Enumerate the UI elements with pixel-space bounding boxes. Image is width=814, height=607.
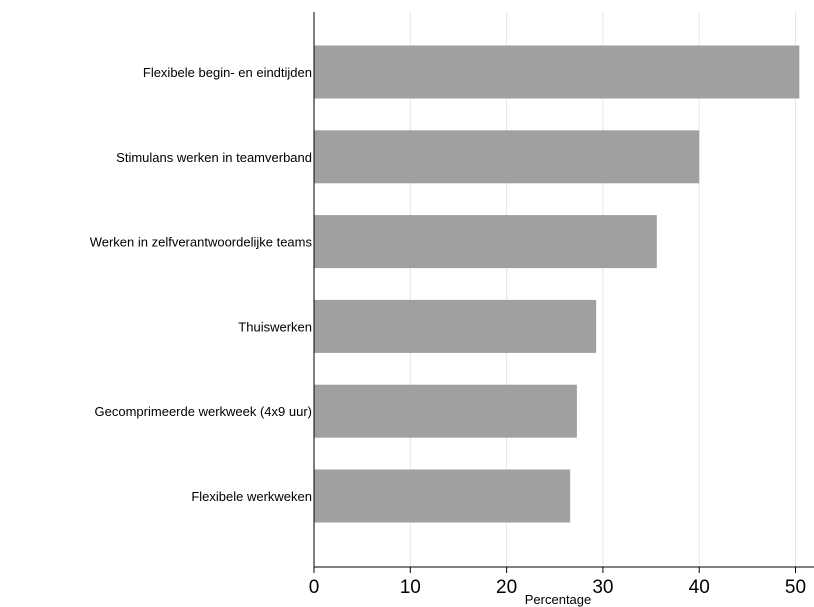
bar (314, 385, 577, 438)
bar (314, 215, 657, 268)
x-tick-label: 50 (785, 577, 806, 598)
bar (314, 130, 699, 183)
category-label: Thuiswerken (238, 319, 312, 334)
category-label: Stimulans werken in teamverband (116, 150, 312, 165)
x-tick-label: 10 (400, 577, 421, 598)
x-tick-label: 40 (689, 577, 710, 598)
category-label: Gecomprimeerde werkweek (4x9 uur) (95, 404, 312, 419)
bars (314, 46, 799, 523)
category-label: Flexibele werkweken (191, 489, 312, 504)
category-label: Werken in zelfverantwoordelijke teams (90, 235, 313, 250)
bar (314, 46, 799, 99)
category-labels: Flexibele begin- en eindtijden Stimulans … (90, 65, 313, 504)
x-tick-label: 30 (592, 577, 613, 598)
x-tick-label: 20 (496, 577, 517, 598)
x-tick-label: 0 (309, 577, 320, 598)
x-axis-title: Percentage (525, 592, 592, 607)
bar (314, 300, 596, 353)
bar (314, 470, 570, 523)
category-label: Flexibele begin- en eindtijden (143, 65, 312, 80)
